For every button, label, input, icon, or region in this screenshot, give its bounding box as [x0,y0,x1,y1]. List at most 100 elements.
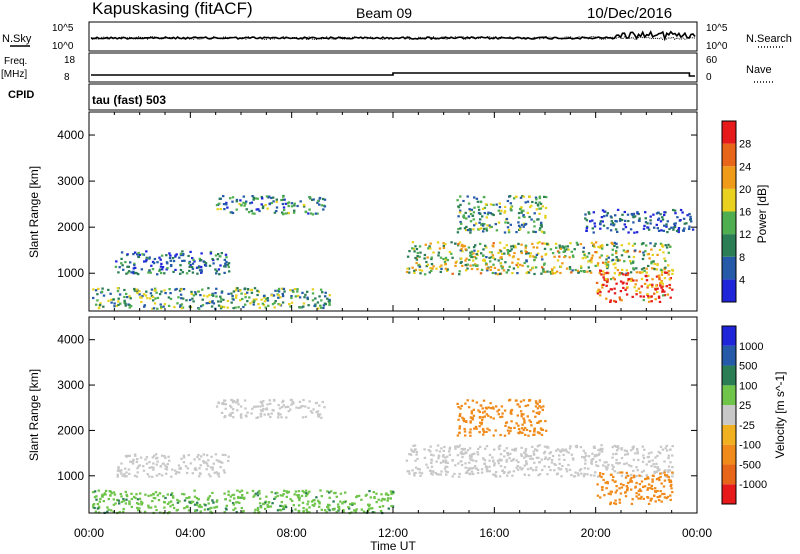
data-cell [123,475,127,478]
beam-label: Beam 09 [356,5,412,21]
data-cell [351,502,354,505]
data-cell [610,223,613,226]
data-cell [254,405,257,408]
data-cell [469,416,473,419]
data-cell [497,408,501,411]
data-cell [293,202,296,205]
data-cell [434,472,437,475]
data-cell [477,447,480,450]
data-cell [95,495,98,498]
data-cell [655,268,658,271]
data-cell [140,500,143,503]
data-cell [165,268,168,271]
data-cell [508,254,511,257]
data-cell [651,283,654,286]
data-cell [649,222,652,225]
data-cell [278,407,282,410]
data-cell [201,304,205,307]
data-cell [556,250,560,253]
data-cell [230,211,233,214]
data-cell [450,252,453,255]
nave-label: Nave [746,64,772,76]
data-cell [215,500,218,503]
data-cell [386,497,390,500]
data-cell [442,244,445,248]
data-cell [284,504,287,507]
data-cell [629,478,632,481]
data-cell [189,462,193,465]
data-cell [416,251,419,255]
data-cell [480,268,484,271]
data-cell [504,424,507,427]
data-cell [446,455,449,458]
data-cell [626,452,629,455]
data-cell [166,267,169,270]
data-cell [533,430,536,433]
data-cell [540,272,543,275]
data-cell [299,306,302,309]
data-cell [563,250,567,253]
data-cell [321,291,324,294]
data-cell [499,262,503,265]
data-cell [671,475,674,478]
data-cell [438,450,442,453]
data-cell [456,402,459,405]
data-cell [615,282,618,285]
data-cell [653,465,656,468]
data-cell [255,208,258,211]
data-cell [163,506,166,509]
data-cell [532,230,535,233]
data-cell [196,455,199,458]
data-cell [538,241,541,244]
data-cell [651,267,654,270]
data-cell [585,454,588,457]
data-cell [611,456,614,459]
data-cell [232,508,235,511]
data-cell [424,243,427,246]
data-cell [269,402,272,405]
data-cell [279,413,282,416]
data-cell [474,222,478,225]
data-cell [487,414,490,417]
data-cell [191,257,194,260]
data-cell [593,474,596,477]
data-cell [248,296,251,299]
data-cell [539,224,543,227]
data-cell [238,203,241,206]
colorbar-tick-label: -100 [739,440,761,452]
data-cell [550,458,554,462]
data-cell [626,273,629,276]
data-cell [636,447,639,451]
data-cell [659,213,662,216]
data-cell [305,510,309,513]
data-cell [615,252,618,255]
data-cell [255,416,258,419]
data-cell [467,246,471,249]
data-cell [515,422,518,425]
data-cell [611,446,614,449]
data-cell [316,410,320,413]
data-cell [294,508,297,511]
cpid-label: CPID [8,89,34,101]
data-cell [194,509,197,513]
data-cell [304,415,308,418]
data-cell [481,418,484,421]
data-cell [444,470,448,473]
data-cell [517,221,520,224]
freq-tick-low: 8 [64,72,70,83]
data-cell [458,427,461,430]
data-cell [285,416,288,419]
data-cell [220,411,224,414]
data-cell [224,407,227,410]
data-cell [334,491,337,494]
data-cell [460,447,463,451]
data-cell [544,253,547,256]
data-cell [451,459,454,462]
data-cell [628,278,632,281]
colorbar-tick-label: 500 [739,361,757,373]
data-cell [473,196,476,199]
data-cell [569,445,572,448]
data-cell [645,477,648,480]
data-cell [671,454,674,457]
data-cell [165,465,168,469]
